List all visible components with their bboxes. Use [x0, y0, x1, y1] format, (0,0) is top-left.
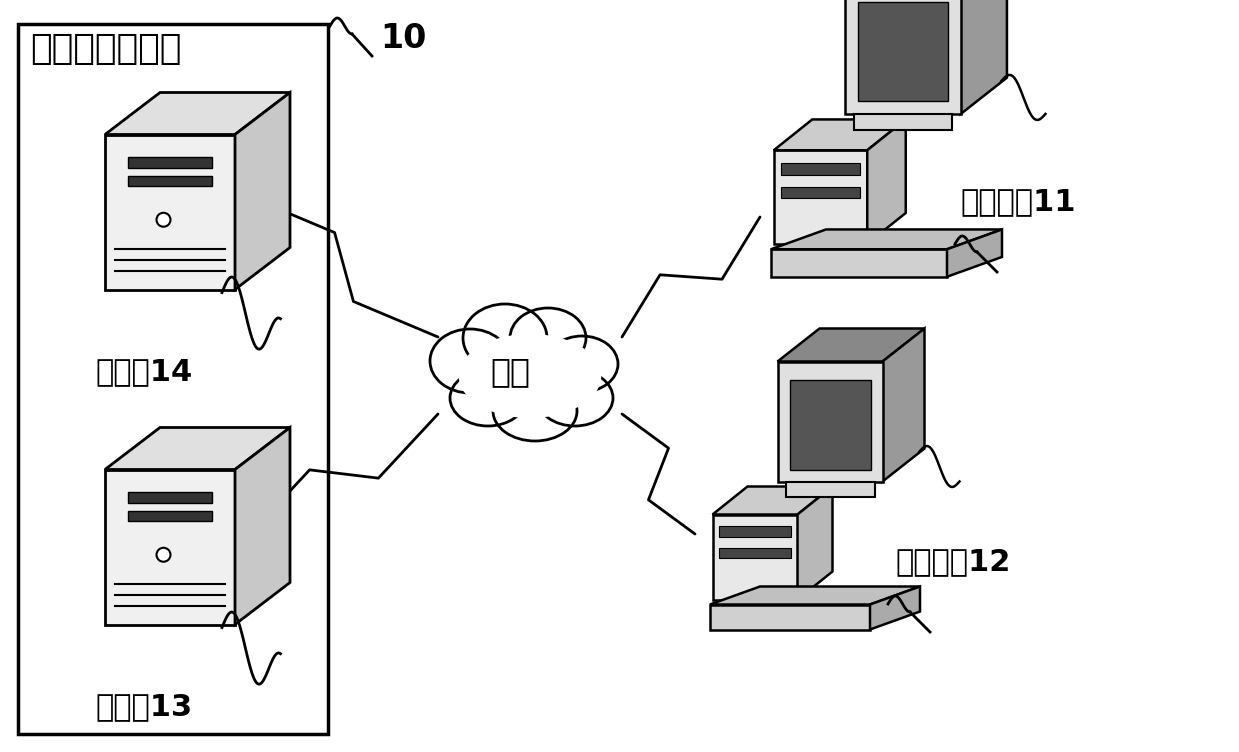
- Polygon shape: [854, 114, 952, 130]
- Ellipse shape: [493, 381, 577, 441]
- Polygon shape: [773, 150, 867, 244]
- Text: 网络: 网络: [489, 356, 530, 389]
- Polygon shape: [128, 157, 212, 168]
- Text: 终端设备12: 终端设备12: [895, 547, 1010, 577]
- Polygon shape: [947, 229, 1002, 277]
- Polygon shape: [782, 186, 860, 198]
- Text: 10: 10: [380, 22, 426, 55]
- Text: 服务器14: 服务器14: [95, 357, 192, 386]
- Polygon shape: [782, 163, 860, 174]
- Text: 数据库集群系统: 数据库集群系统: [30, 32, 181, 66]
- Polygon shape: [778, 362, 882, 481]
- Circle shape: [156, 213, 171, 226]
- Ellipse shape: [458, 334, 601, 418]
- Text: 服务器13: 服务器13: [95, 692, 192, 721]
- Polygon shape: [720, 526, 790, 537]
- Polygon shape: [128, 492, 212, 503]
- Polygon shape: [859, 2, 948, 101]
- Polygon shape: [845, 0, 960, 114]
- Ellipse shape: [546, 336, 618, 392]
- Polygon shape: [128, 175, 212, 186]
- Circle shape: [156, 547, 171, 562]
- Polygon shape: [778, 329, 924, 362]
- Polygon shape: [798, 487, 833, 599]
- Polygon shape: [105, 135, 235, 290]
- Polygon shape: [773, 120, 906, 150]
- Ellipse shape: [536, 370, 613, 426]
- Polygon shape: [712, 514, 798, 599]
- Polygon shape: [960, 0, 1007, 114]
- Polygon shape: [105, 469, 235, 624]
- Polygon shape: [786, 481, 875, 496]
- Polygon shape: [105, 427, 290, 469]
- Polygon shape: [771, 249, 947, 277]
- Bar: [19, 24, 328, 734]
- Polygon shape: [867, 120, 906, 244]
- Polygon shape: [771, 229, 1002, 249]
- Polygon shape: [235, 92, 290, 290]
- Text: 终端设备11: 终端设备11: [960, 187, 1075, 217]
- Ellipse shape: [430, 329, 510, 393]
- Polygon shape: [870, 587, 921, 629]
- Polygon shape: [105, 92, 290, 135]
- Polygon shape: [712, 487, 833, 514]
- Polygon shape: [789, 380, 871, 469]
- Ellipse shape: [463, 304, 546, 372]
- Ellipse shape: [450, 370, 527, 426]
- Polygon shape: [710, 605, 870, 629]
- Polygon shape: [882, 329, 924, 481]
- Polygon shape: [235, 427, 290, 624]
- Polygon shape: [720, 547, 790, 558]
- Ellipse shape: [510, 308, 586, 368]
- Polygon shape: [710, 587, 921, 605]
- Polygon shape: [128, 511, 212, 521]
